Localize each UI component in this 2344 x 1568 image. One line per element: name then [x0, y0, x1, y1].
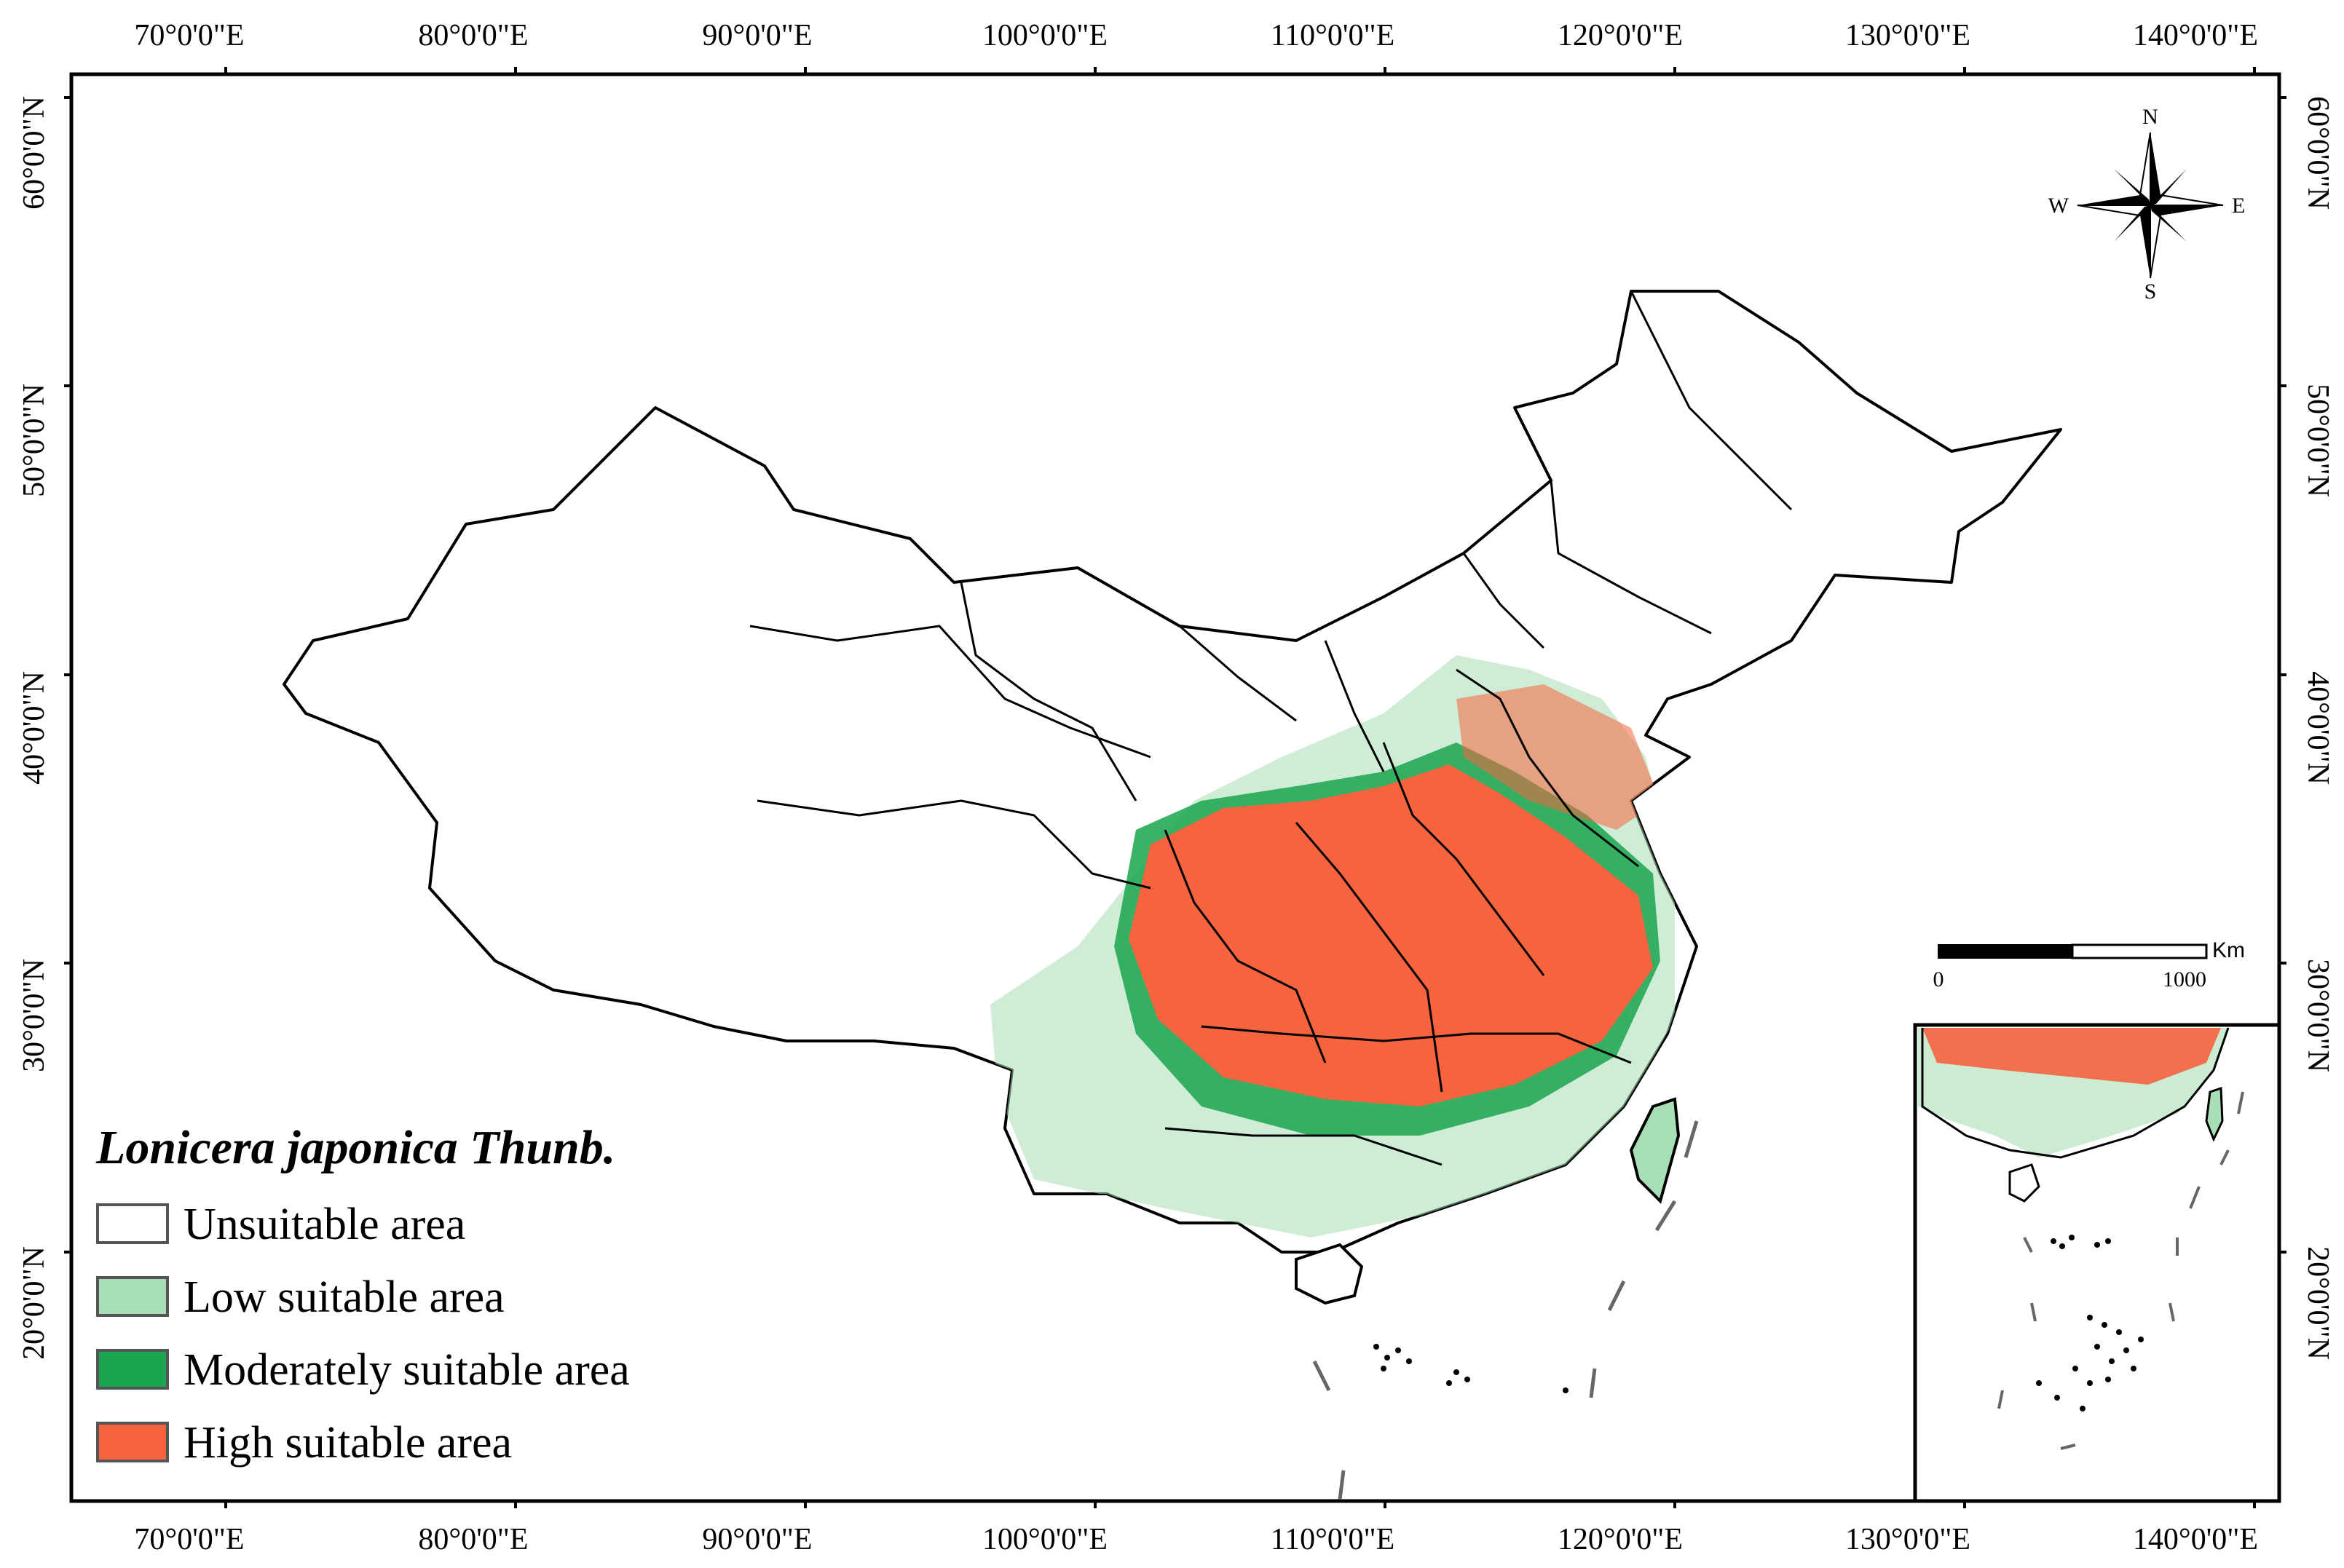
high-suitable-north [1456, 684, 1660, 830]
high-suitable-region [1129, 764, 1653, 1106]
china-map [283, 290, 2062, 1500]
scale-end: 1000 [2163, 967, 2206, 991]
y-tick-labels-left: 60°0'0"N 50°0'0"N 40°0'0"N 30°0'0"N 20°0… [17, 96, 51, 1360]
y-tick-label: 60°0'0"N [2301, 96, 2335, 210]
nine-dash-line [1312, 1120, 1699, 1500]
x-tick-label: 110°0'0"E [1271, 1523, 1395, 1556]
suitability-layer [990, 655, 1675, 1238]
x-tick-label: 140°0'0"E [2133, 1523, 2258, 1556]
x-tick-label: 130°0'0"E [1845, 1523, 1970, 1556]
y-tick-label: 20°0'0"N [17, 1246, 51, 1360]
y-tick-labels-right: 60°0'0"N 50°0'0"N 40°0'0"N 30°0'0"N 20°0… [2301, 96, 2335, 1360]
compass-south: S [2144, 280, 2157, 304]
x-tick-label: 70°0'0"E [134, 19, 244, 52]
x-tick-label: 120°0'0"E [1558, 19, 1683, 52]
x-tick-labels-bottom: 70°0'0"E 80°0'0"E 90°0'0"E 100°0'0"E 110… [134, 1523, 2258, 1556]
scale-unit: Km [2212, 938, 2245, 962]
legend-label: Unsuitable area [184, 1200, 465, 1249]
x-tick-label: 130°0'0"E [1845, 19, 1970, 52]
legend: Lonicera japonica Thunb. Unsuitable area… [95, 1121, 630, 1468]
inset-map [1913, 1023, 2281, 1503]
x-tick-label: 120°0'0"E [1558, 1523, 1683, 1556]
legend-label: Low suitable area [184, 1272, 505, 1322]
hainan-island [1295, 1243, 1364, 1305]
y-tick-label: 50°0'0"N [2301, 384, 2335, 497]
y-tick-label: 40°0'0"N [17, 671, 51, 785]
compass-west: W [2048, 194, 2069, 218]
y-tick-label: 30°0'0"N [2301, 959, 2335, 1072]
x-tick-label: 90°0'0"E [702, 19, 812, 52]
scale-bar: Km 0 1000 [1933, 938, 2246, 991]
y-tick-label: 20°0'0"N [2301, 1246, 2335, 1360]
x-tick-label: 100°0'0"E [982, 19, 1108, 52]
y-tick-label: 40°0'0"N [2301, 671, 2335, 785]
y-tick-label: 50°0'0"N [17, 384, 51, 497]
legend-swatch-moderate [96, 1349, 169, 1390]
legend-swatch-high [96, 1422, 169, 1462]
province-boundaries [749, 290, 1793, 1166]
legend-swatch-unsuitable [96, 1203, 169, 1244]
legend-title: Lonicera japonica Thunb. [95, 1121, 615, 1174]
x-tick-label: 110°0'0"E [1271, 19, 1395, 52]
legend-swatch-low [96, 1276, 169, 1317]
x-tick-label: 100°0'0"E [982, 1523, 1108, 1556]
x-tick-labels-top: 70°0'0"E 80°0'0"E 90°0'0"E 100°0'0"E 110… [134, 19, 2258, 52]
compass-east: E [2232, 194, 2245, 218]
legend-label: Moderately suitable area [184, 1345, 630, 1395]
taiwan-island [1629, 1097, 1681, 1204]
x-tick-label: 80°0'0"E [418, 1523, 528, 1556]
compass-rose: N S E W [2048, 105, 2246, 304]
south-sea-islands [1373, 1344, 1568, 1393]
x-tick-label: 90°0'0"E [702, 1523, 812, 1556]
legend-label: High suitable area [184, 1418, 512, 1468]
y-tick-label: 60°0'0"N [17, 96, 51, 210]
compass-north: N [2142, 105, 2158, 129]
x-tick-label: 70°0'0"E [134, 1523, 244, 1556]
scale-start: 0 [1933, 967, 1944, 991]
x-tick-label: 140°0'0"E [2133, 19, 2258, 52]
x-tick-label: 80°0'0"E [418, 19, 528, 52]
y-tick-label: 30°0'0"N [17, 959, 51, 1072]
